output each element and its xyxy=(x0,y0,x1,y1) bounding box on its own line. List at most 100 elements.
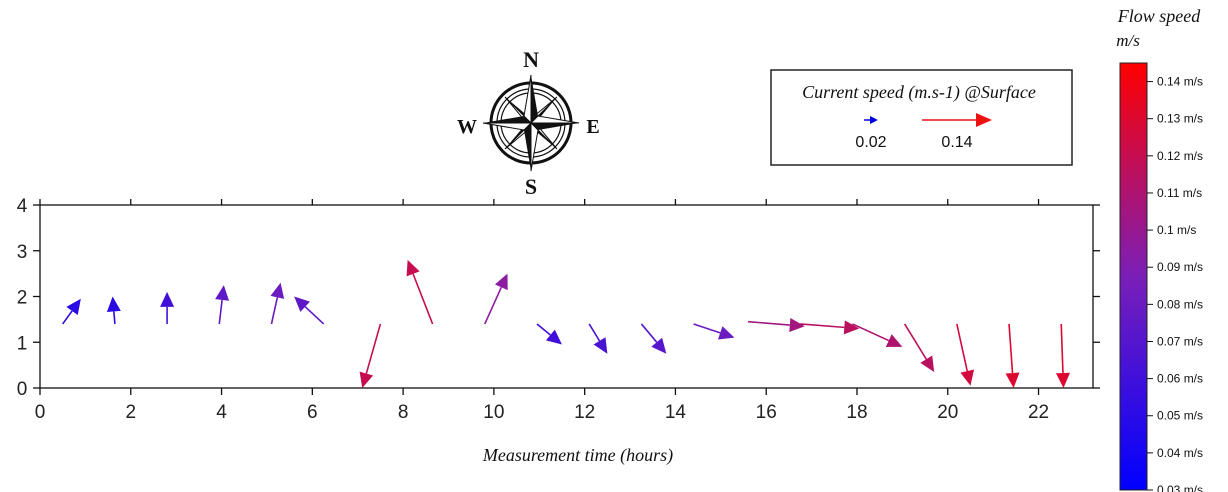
y-tick-label: 3 xyxy=(17,242,28,263)
x-tick-label: 20 xyxy=(937,402,958,423)
vector-head xyxy=(1005,372,1020,388)
vector-arrow-16 xyxy=(852,323,903,347)
compass-west-label: W xyxy=(457,116,477,138)
legend-label-small: 0.02 xyxy=(855,134,886,151)
colorbar-tick-label: 0.07 m/s xyxy=(1157,334,1203,348)
vector-head xyxy=(789,318,805,333)
vector-shaft xyxy=(412,273,434,325)
vector-shaft xyxy=(693,323,721,334)
vector-shaft xyxy=(113,311,116,325)
vector-shaft xyxy=(747,320,790,326)
vector-shaft xyxy=(903,323,927,360)
vector-head xyxy=(359,371,374,388)
vector-shaft xyxy=(62,310,73,325)
vector-arrow-8 xyxy=(406,259,434,325)
vector-shaft xyxy=(536,323,551,336)
vector-head xyxy=(1055,372,1070,388)
vector-shaft xyxy=(1008,323,1014,374)
colorbar-unit: m/s xyxy=(1116,31,1140,50)
vector-shaft xyxy=(304,306,325,325)
vector-shaft xyxy=(852,323,890,342)
vector-shaft xyxy=(484,286,503,325)
legend-title: Current speed (m.s-1) @Surface xyxy=(802,82,1036,103)
vector-head xyxy=(920,355,935,372)
vector-head xyxy=(545,329,562,345)
vector-head xyxy=(717,326,735,340)
vector-arrow-15 xyxy=(800,320,860,335)
colorbar-tick-label: 0.12 m/s xyxy=(1157,149,1203,163)
vector-arrow-2 xyxy=(106,296,121,325)
compass-north-label: N xyxy=(523,47,539,72)
vector-arrow-20 xyxy=(1055,323,1070,388)
y-tick-label: 1 xyxy=(17,333,28,354)
x-tick-label: 18 xyxy=(846,402,867,423)
legend-frame xyxy=(770,69,1073,166)
vector-head xyxy=(160,291,175,307)
vector-arrow-17 xyxy=(903,323,935,372)
y-tick-label: 2 xyxy=(17,288,28,309)
vector-head xyxy=(294,296,310,312)
vector-shaft xyxy=(956,323,969,372)
colorbar-tick-label: 0.13 m/s xyxy=(1157,112,1203,126)
x-tick-label: 6 xyxy=(307,402,318,423)
legend-arrow-large-head xyxy=(976,113,992,127)
x-tick-label: 22 xyxy=(1028,402,1049,423)
vector-arrow-4 xyxy=(215,285,230,325)
colorbar-tick-label: 0.09 m/s xyxy=(1157,260,1203,274)
vector-arrow-3 xyxy=(160,291,175,324)
plot-frame xyxy=(39,204,1094,389)
colorbar-tick-label: 0.1 m/s xyxy=(1157,223,1196,237)
vector-head xyxy=(885,334,903,347)
compass-south-label: S xyxy=(525,174,537,199)
x-tick-label: 12 xyxy=(574,402,595,423)
vector-arrow-7 xyxy=(359,323,382,388)
vector-arrows xyxy=(62,259,1070,388)
x-tick-label: 2 xyxy=(125,402,136,423)
x-axis: 0 2 4 6 8 10 12 14 16 18 20 22 xyxy=(35,199,1049,423)
x-tick-label: 14 xyxy=(665,402,687,423)
colorbar-gradient xyxy=(1119,62,1148,491)
vector-shaft xyxy=(365,323,382,374)
x-tick-label: 8 xyxy=(398,402,409,423)
vector-head xyxy=(106,296,121,313)
y-tick-label: 0 xyxy=(17,379,28,400)
colorbar-ticks: 0.03 m/s 0.04 m/s 0.05 m/s 0.06 m/s 0.07 m/s… xyxy=(1147,75,1203,492)
colorbar: Flow speed m/s 0.03 m/s0.04 m/s0.05 m/s0… xyxy=(1116,6,1203,492)
vector-arrow-10 xyxy=(536,323,562,345)
x-tick-label: 10 xyxy=(483,402,504,423)
vector-head xyxy=(66,298,81,316)
x-tick-label: 4 xyxy=(216,402,227,423)
vector-arrow-14 xyxy=(747,318,805,333)
vector-shaft xyxy=(270,297,279,325)
vector-shaft xyxy=(588,323,601,342)
colorbar-tick-label: 0.08 m/s xyxy=(1157,297,1203,311)
vector-arrow-5 xyxy=(270,282,285,325)
vector-head xyxy=(215,285,230,301)
x-tick-label: 0 xyxy=(35,402,46,423)
colorbar-tick-label: 0.04 m/s xyxy=(1157,446,1203,460)
vector-arrow-11 xyxy=(588,323,608,354)
x-axis-label: Measurement time (hours) xyxy=(482,445,673,466)
vector-head xyxy=(651,337,667,354)
vector-shaft xyxy=(640,323,658,343)
colorbar-tick-label: 0.06 m/s xyxy=(1157,372,1203,386)
compass-east-label: E xyxy=(586,116,599,138)
legend-label-large: 0.14 xyxy=(941,134,972,151)
colorbar-tick-label: 0.14 m/s xyxy=(1157,75,1203,89)
vector-shaft xyxy=(218,299,223,325)
vector-arrow-6 xyxy=(294,296,325,325)
y-axis: 0 1 2 3 4 xyxy=(17,196,1100,400)
colorbar-tick-label: 0.05 m/s xyxy=(1157,409,1203,423)
colorbar-title: Flow speed xyxy=(1117,6,1201,26)
vector-head xyxy=(494,273,508,291)
vector-head xyxy=(270,282,285,299)
legend-arrow-small-head xyxy=(870,116,878,124)
vector-head xyxy=(843,320,860,335)
vector-arrow-1 xyxy=(62,298,81,325)
vector-arrow-19 xyxy=(1005,323,1020,388)
y-tick-label: 4 xyxy=(17,196,28,217)
colorbar-tick-label: 0.11 m/s xyxy=(1157,186,1202,200)
vector-shaft xyxy=(1060,323,1064,374)
compass-rose-icon: N S E W xyxy=(457,47,600,199)
